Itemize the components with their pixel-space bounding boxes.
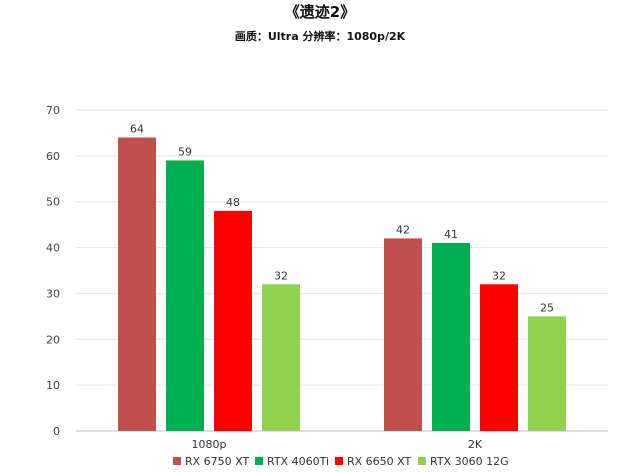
x-tick-label: 1080p bbox=[192, 438, 227, 451]
y-tick-label: 70 bbox=[46, 104, 60, 117]
legend-swatch bbox=[173, 457, 181, 465]
legend-label: RX 6750 XT bbox=[185, 455, 250, 468]
legend: RX 6750 XT RTX 4060Ti RX 6650 XT RTX 3060 1… bbox=[173, 455, 509, 468]
legend-label: RX 6650 XT bbox=[347, 455, 412, 468]
bar bbox=[432, 242, 470, 431]
bar bbox=[480, 284, 518, 431]
legend-swatch bbox=[335, 457, 343, 465]
x-tick-label: 2K bbox=[468, 438, 483, 451]
y-tick-label: 30 bbox=[46, 287, 60, 300]
data-label: 64 bbox=[130, 123, 144, 136]
bar bbox=[214, 210, 252, 431]
y-tick-label: 50 bbox=[46, 196, 60, 209]
legend-label: RTX 4060Ti bbox=[267, 455, 329, 468]
data-label: 25 bbox=[540, 301, 554, 314]
y-tick-label: 10 bbox=[46, 379, 60, 392]
data-label: 32 bbox=[274, 269, 288, 282]
y-tick-label: 60 bbox=[46, 150, 60, 163]
data-label: 32 bbox=[492, 269, 506, 282]
y-axis: 0 10 20 30 40 50 60 70 bbox=[46, 104, 60, 438]
y-tick-label: 20 bbox=[46, 333, 60, 346]
chart-title: 《遗迹2》 bbox=[285, 3, 355, 21]
legend-label: RTX 3060 12G bbox=[430, 455, 509, 468]
bar bbox=[528, 316, 566, 431]
data-label: 42 bbox=[396, 223, 410, 236]
x-axis: 1080p 2K bbox=[192, 438, 483, 451]
bar bbox=[166, 160, 204, 431]
bars: 64 59 48 32 42 41 32 25 bbox=[118, 123, 566, 431]
bar bbox=[262, 284, 300, 431]
bar bbox=[118, 137, 156, 431]
chart-subtitle: 画质：Ultra 分辨率：1080p/2K bbox=[235, 29, 406, 43]
legend-swatch bbox=[255, 457, 263, 465]
data-label: 41 bbox=[444, 228, 458, 241]
legend-swatch bbox=[418, 457, 426, 465]
y-tick-label: 40 bbox=[46, 242, 60, 255]
data-label: 59 bbox=[178, 145, 192, 158]
data-label: 48 bbox=[226, 196, 240, 209]
y-tick-label: 0 bbox=[53, 425, 60, 438]
gridlines bbox=[76, 109, 608, 432]
bar bbox=[384, 238, 422, 431]
